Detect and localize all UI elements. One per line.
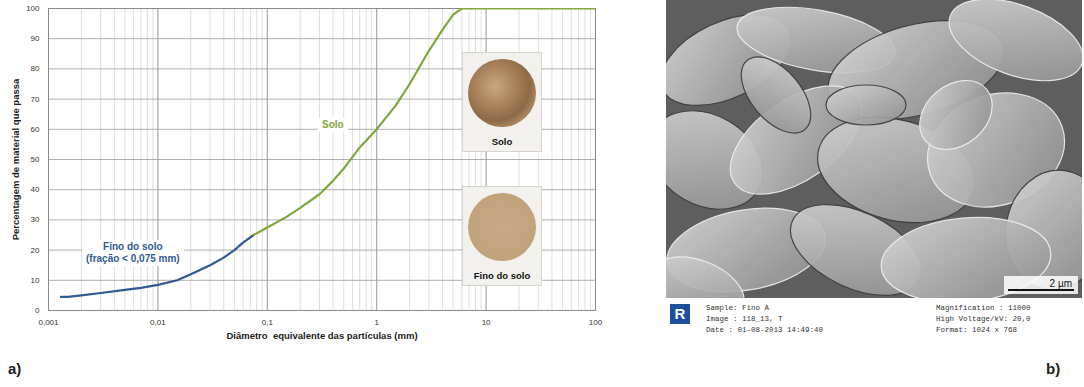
svg-text:40: 40 [31,185,40,194]
svg-text:Diâmetro equivalente das part: Diâmetro equivalente das partículas (mm) [226,330,417,341]
svg-text:Percentagem de material que pa: Percentagem de material que passa [10,78,21,240]
svg-text:High Voltage/kV: 20,0: High Voltage/kV: 20,0 [936,315,1031,323]
svg-text:10: 10 [482,318,491,327]
svg-text:20: 20 [31,246,40,255]
svg-text:0: 0 [35,306,40,315]
svg-text:100: 100 [589,318,603,327]
html-text:b): b) [1046,360,1061,377]
svg-text:0,01: 0,01 [150,318,166,327]
svg-text:Sample: Fino A: Sample: Fino A [706,304,770,312]
html-text:Solo: Solo [491,136,513,147]
svg-text:Magnification : 11000: Magnification : 11000 [936,304,1031,312]
svg-text:1: 1 [374,318,379,327]
svg-text:0,001: 0,001 [38,318,59,327]
svg-text:80: 80 [31,64,40,73]
svg-text:2 µm: 2 µm [1050,278,1072,289]
svg-text:30: 30 [31,215,40,224]
html-text:Solo: Solo [322,119,344,130]
html-text:Fino do solo: Fino do solo [473,270,531,281]
svg-text:Image : 118_13, T: Image : 118_13, T [706,315,783,323]
svg-text:10: 10 [31,276,40,285]
svg-text:R: R [675,305,686,322]
html-text:a): a) [8,360,22,377]
svg-text:60: 60 [31,125,40,134]
svg-text:50: 50 [31,155,40,164]
svg-text:70: 70 [31,95,40,104]
html-text:(fração < 0,075 mm): (fração < 0,075 mm) [86,253,180,264]
svg-text:Format: 1024 x 768: Format: 1024 x 768 [936,326,1017,334]
svg-text:90: 90 [31,34,40,43]
svg-text:0,1: 0,1 [262,318,274,327]
svg-text:100: 100 [26,4,40,13]
svg-text:Date : 01-08-2013 14:49:40: Date : 01-08-2013 14:49:40 [706,326,824,334]
html-text:Fino do solo: Fino do solo [103,241,163,252]
